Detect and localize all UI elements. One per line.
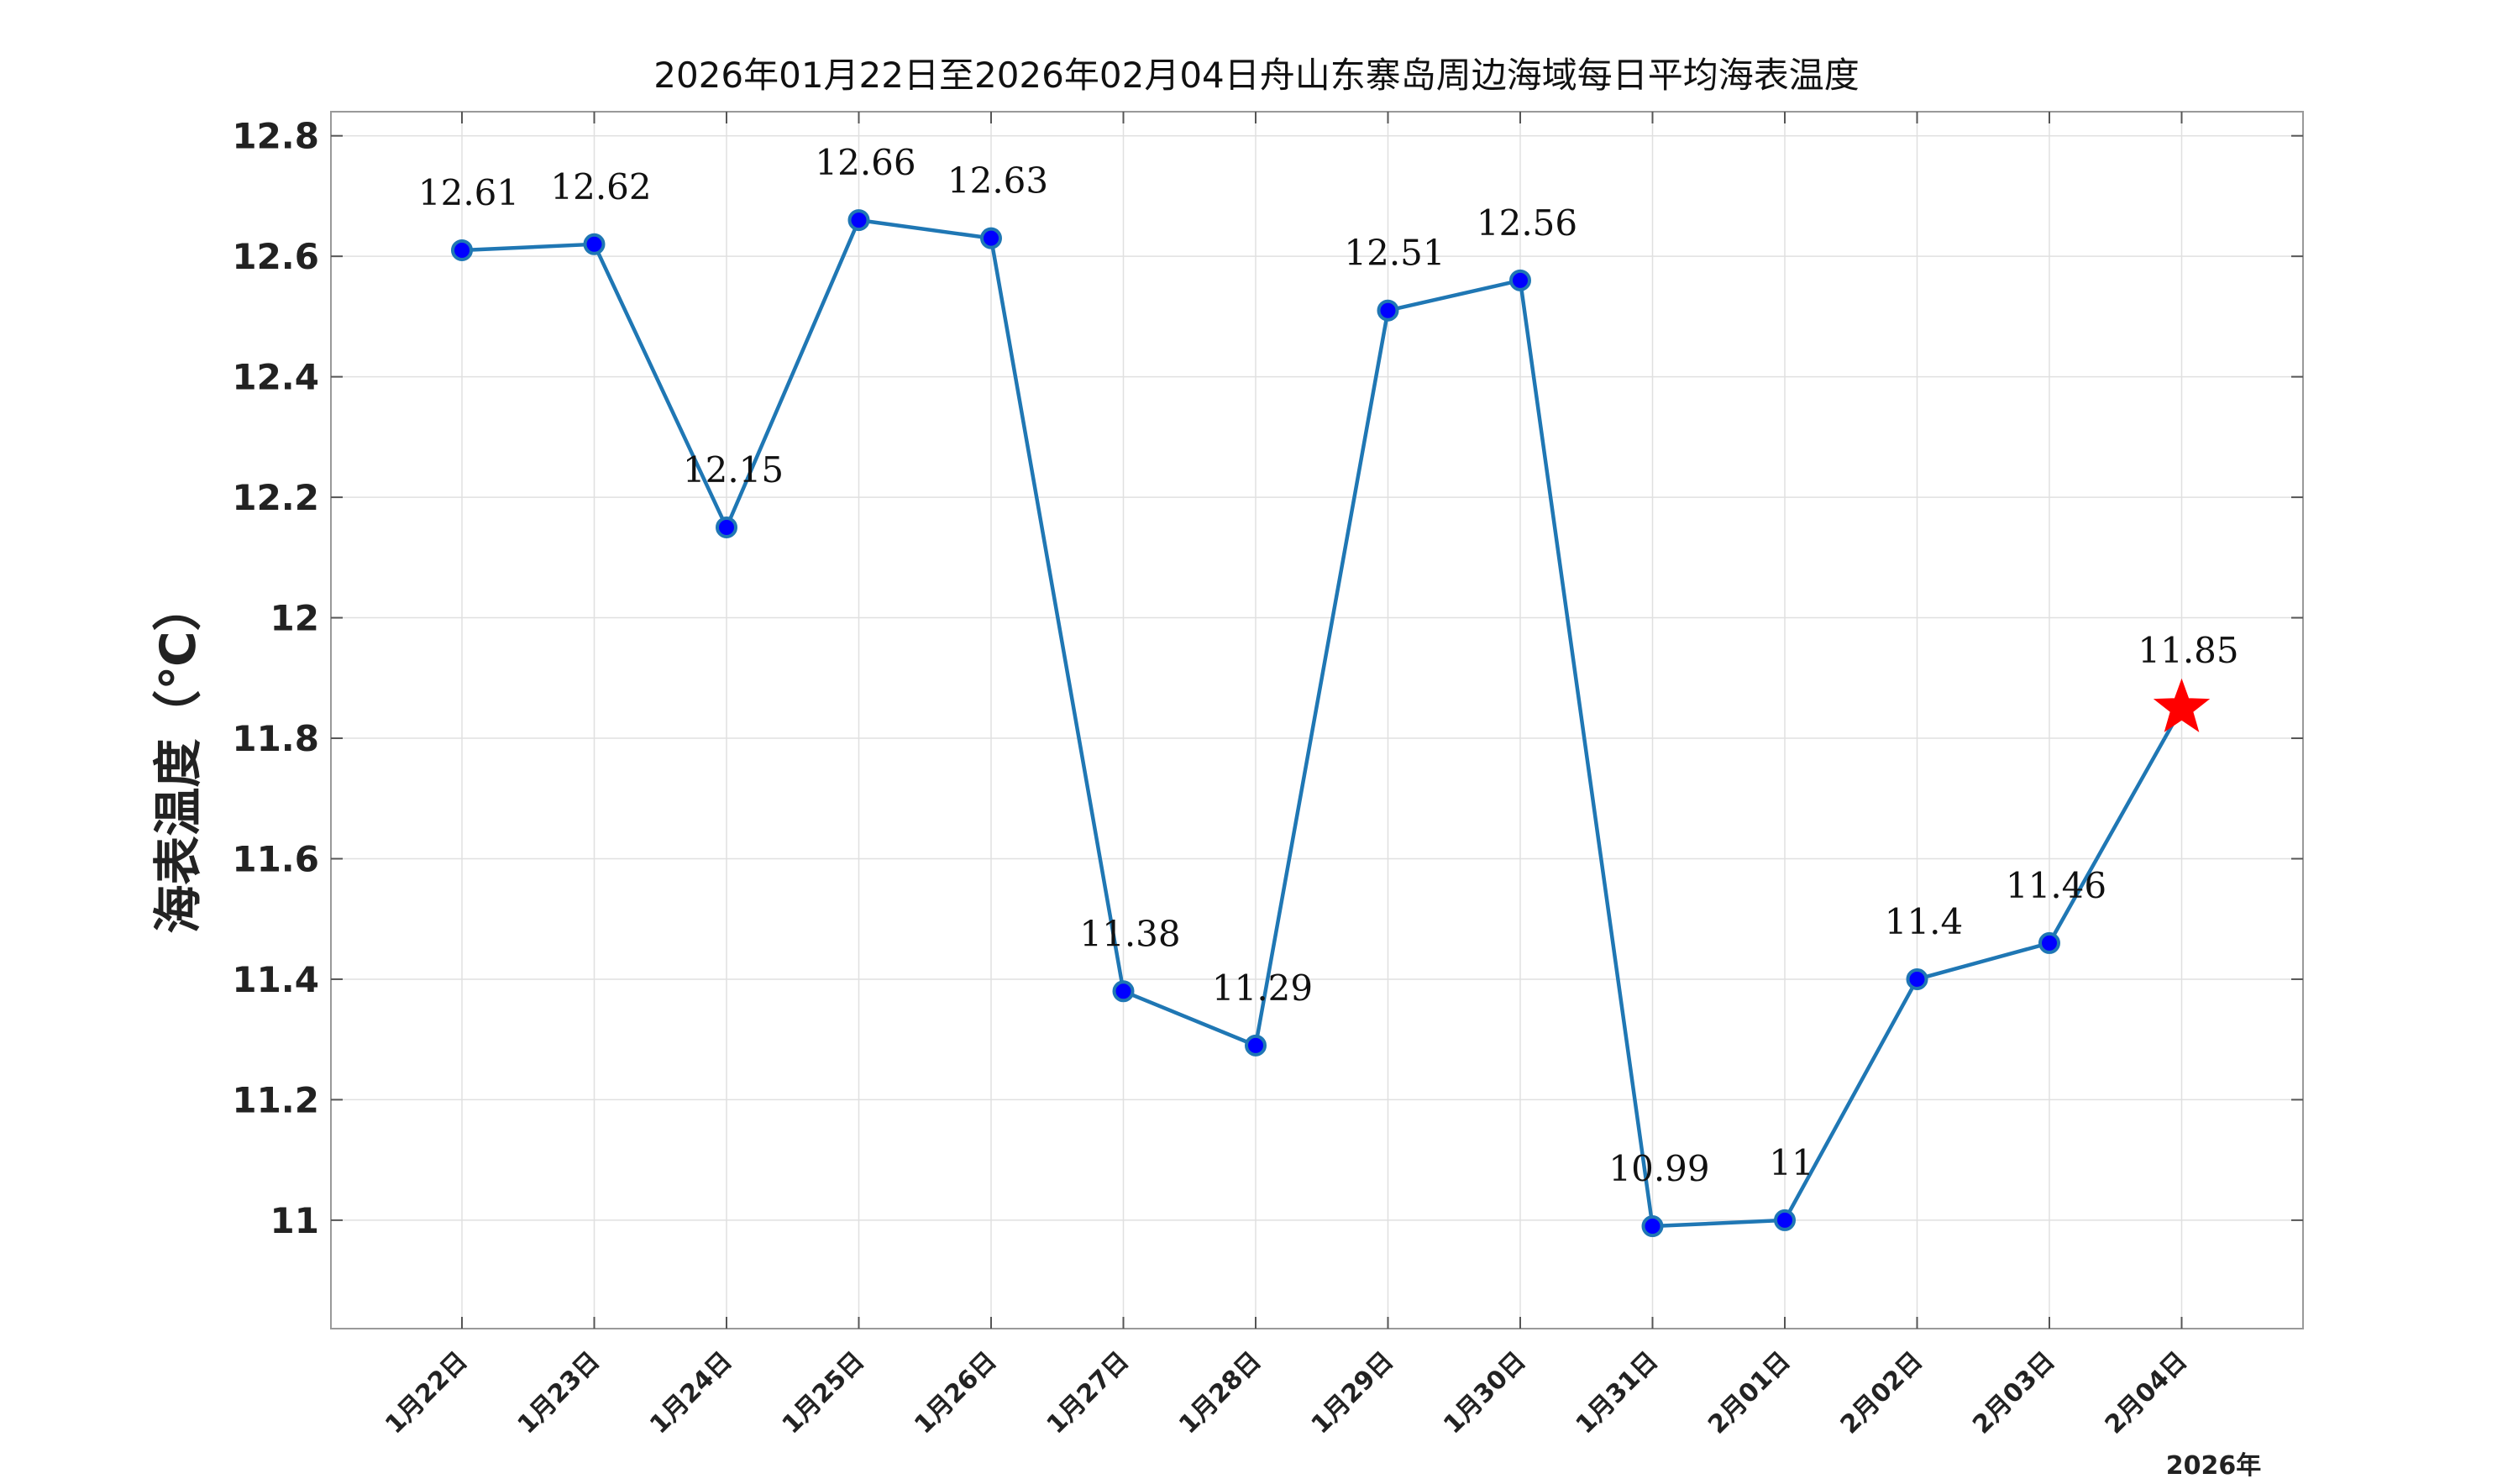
data-point-marker	[980, 227, 1002, 249]
data-label: 11.46	[2006, 865, 2106, 906]
data-point-marker	[847, 209, 870, 232]
highlight-star-marker	[2153, 678, 2211, 732]
chart-title: 2026年01月22日至2026年02月04日舟山东寨岛周边海域每日平均海表温度	[653, 55, 1860, 96]
x-axis: 1月22日 1月23日 1月24日 1月25日 1月26日 1月27日 1月28日 1月29日…	[380, 112, 2193, 1439]
x-tick-label: 1月27日	[1041, 1346, 1135, 1439]
data-label: 10.99	[1608, 1148, 1709, 1189]
data-point-marker	[1774, 1209, 1796, 1231]
data-label: 12.62	[550, 166, 651, 207]
data-labels: 12.61 12.62 12.15 12.66 12.63 11.38 11.29 12.51…	[418, 142, 2239, 1189]
y-axis-label: 海表温度（℃）	[150, 582, 207, 933]
y-tick-label: 12.8	[232, 116, 319, 157]
data-point-marker	[1906, 967, 1928, 990]
y-tick-label: 11.2	[232, 1079, 319, 1120]
x-tick-label: 2月01日	[1702, 1346, 1796, 1439]
data-point-marker	[716, 516, 737, 538]
x-tick-label: 1月22日	[380, 1346, 473, 1439]
data-label: 11.29	[1212, 967, 1313, 1009]
data-markers	[451, 209, 2211, 1238]
x-tick-label: 1月28日	[1173, 1346, 1267, 1439]
y-axis: 11 11.2 11.4 11.6 11.8 12 12.2 12.4 12.6 12.8	[232, 116, 2303, 1241]
x-tick-label: 1月29日	[1306, 1346, 1399, 1439]
x-axis-year-note: 2026年	[2166, 1451, 2262, 1481]
plot-frame	[330, 111, 2304, 1329]
data-label: 11.38	[1079, 913, 1180, 954]
data-point-marker	[1641, 1215, 1664, 1238]
y-tick-label: 11	[270, 1200, 319, 1241]
x-tick-label: 2月04日	[2100, 1346, 2193, 1439]
data-label: 12.51	[1344, 233, 1445, 274]
y-tick-label: 12.6	[232, 236, 319, 277]
data-label: 11.85	[2138, 630, 2238, 671]
x-tick-label: 1月25日	[777, 1346, 870, 1439]
data-point-marker	[1509, 269, 1531, 291]
grid-lines	[331, 112, 2303, 1329]
data-point-marker	[1245, 1034, 1267, 1057]
x-tick-label: 2月02日	[1835, 1346, 1928, 1439]
data-label: 12.61	[418, 172, 519, 213]
x-tick-label: 1月31日	[1571, 1346, 1664, 1439]
data-point-marker	[583, 233, 606, 255]
y-tick-label: 11.6	[232, 838, 319, 879]
x-tick-label: 1月23日	[512, 1346, 606, 1439]
data-label: 12.66	[815, 142, 915, 183]
y-tick-label: 12.2	[232, 477, 319, 518]
x-tick-label: 1月30日	[1438, 1346, 1531, 1439]
series-line	[461, 218, 2184, 1229]
data-point-marker	[1377, 299, 1399, 322]
x-tick-label: 1月24日	[644, 1346, 737, 1439]
y-tick-label: 12	[270, 598, 319, 639]
data-point-marker	[451, 239, 473, 261]
data-label: 12.63	[947, 160, 1048, 202]
data-label: 11	[1769, 1142, 1813, 1183]
data-point-marker	[2038, 931, 2060, 954]
data-label: 12.56	[1477, 202, 1577, 244]
data-label: 12.15	[683, 449, 784, 490]
y-tick-label: 11.8	[232, 718, 319, 759]
y-tick-label: 11.4	[232, 959, 319, 1000]
data-label: 11.4	[1885, 901, 1964, 942]
x-tick-label: 2月03日	[1967, 1346, 2060, 1439]
y-tick-label: 12.4	[232, 357, 319, 398]
data-point-marker	[1112, 980, 1135, 1003]
x-tick-label: 1月26日	[909, 1346, 1002, 1439]
